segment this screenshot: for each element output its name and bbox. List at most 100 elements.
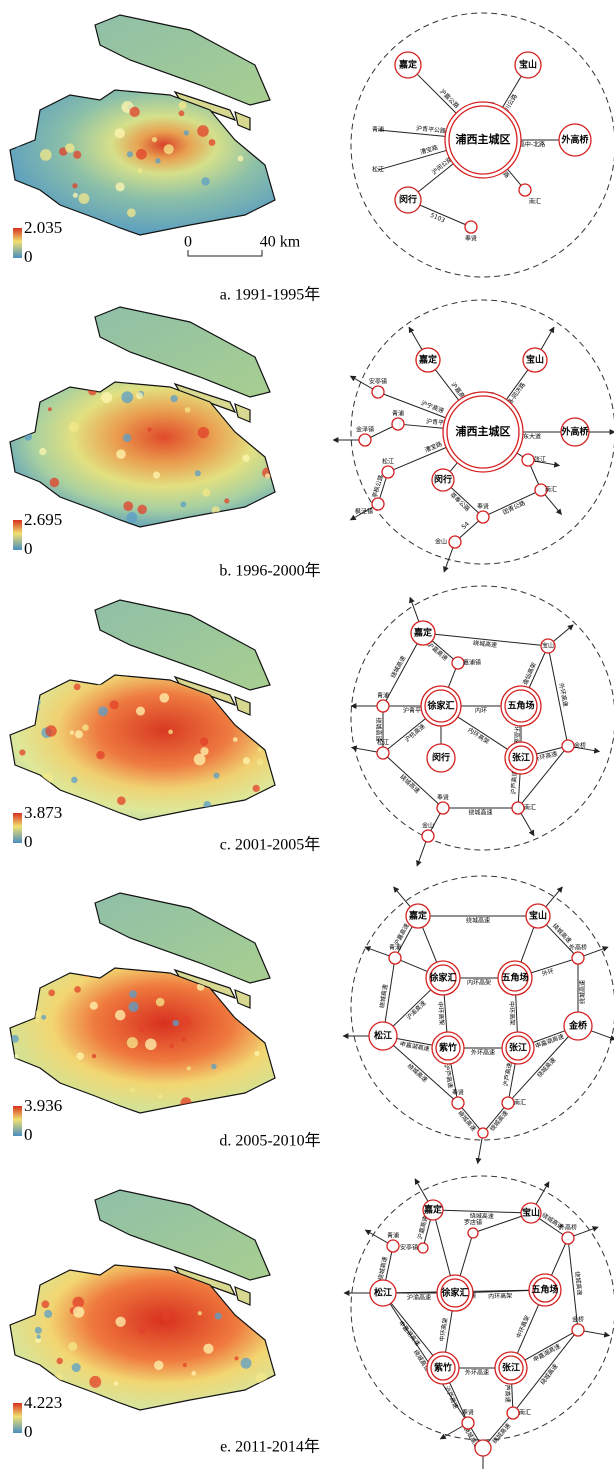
- hotspot: [203, 1344, 213, 1354]
- hotspot: [241, 691, 248, 698]
- node-label: 青浦: [377, 692, 389, 700]
- road-label: 内环高架: [467, 979, 491, 987]
- hotspot: [71, 777, 77, 783]
- road: [517, 453, 523, 457]
- road: [393, 990, 431, 1026]
- hotspot: [191, 1371, 196, 1376]
- node-label: 徐家汇: [426, 700, 454, 712]
- road: [391, 1303, 433, 1355]
- hotspot: [19, 749, 25, 755]
- hotspot: [16, 1291, 22, 1297]
- hotspot: [65, 143, 74, 152]
- road: [394, 448, 447, 470]
- node-label: 宝山: [542, 642, 554, 650]
- hotspot: [258, 747, 262, 751]
- road-label: 申嘉湖高速: [532, 1342, 562, 1364]
- node-label: 松江: [377, 739, 389, 747]
- node-label: 外高桥: [559, 1224, 577, 1232]
- scale-end: 40 km: [260, 234, 301, 251]
- island: [235, 697, 250, 715]
- hotspot: [39, 448, 46, 455]
- node: [452, 1097, 464, 1109]
- node: [377, 700, 389, 712]
- node-label: 紫竹: [434, 1362, 452, 1374]
- hotspot: [194, 754, 206, 766]
- figure: 2.0350a. 1991-1995年040 km沪嘉公路蕴川公路杨高中-北路沪…: [0, 0, 614, 1469]
- hotspot: [211, 1064, 217, 1070]
- hotspot: [35, 1018, 40, 1023]
- scale-bar: [188, 250, 262, 256]
- hotspot: [72, 183, 77, 188]
- panel: 2.6950b. 1996-2000年沪嘉高速逸仙路-同济路浦东大道沪闵路沪青平…: [10, 300, 614, 580]
- legend-max: 2.695: [24, 510, 62, 529]
- hotspot: [161, 1312, 170, 1321]
- panel: 4.2230e. 2011-2014年绕城高速沪嘉高速内环高架中环高架中环高架外…: [10, 1176, 614, 1469]
- hotspot: [154, 1361, 164, 1371]
- hotspot: [238, 804, 245, 811]
- road-label: 沪芦高速: [443, 1385, 460, 1410]
- hotspot: [11, 1035, 19, 1043]
- hotspot: [25, 1004, 33, 1012]
- road-label: 漕宝路: [419, 143, 439, 156]
- node: [389, 952, 401, 964]
- hotspot: [152, 137, 157, 142]
- node-label: 外高桥: [569, 944, 587, 952]
- arrow: [584, 947, 608, 956]
- hotspot: [45, 725, 56, 736]
- caption: e. 2011-2014年: [220, 1438, 320, 1456]
- node-label: 宝山: [519, 59, 537, 71]
- arrow: [365, 947, 389, 956]
- hotspot: [183, 1363, 187, 1367]
- hotspot: [33, 698, 41, 706]
- node-label: 南汇: [545, 486, 557, 494]
- hotspot: [159, 693, 169, 703]
- road: [436, 1220, 451, 1276]
- hotspot: [195, 470, 201, 476]
- legend-max: 3.873: [24, 803, 62, 822]
- road: [417, 74, 456, 113]
- hotspot: [70, 731, 74, 735]
- hotspot: [137, 505, 146, 514]
- hotspot: [54, 1373, 63, 1382]
- road-label: 内环: [475, 707, 487, 715]
- road-label: 外环高速: [471, 1049, 495, 1057]
- node: [382, 466, 394, 478]
- arrow: [545, 495, 562, 515]
- node-label: 枫泾镇: [355, 508, 373, 516]
- node-label: 奉贤: [437, 794, 449, 802]
- hotspot: [110, 700, 119, 709]
- node-label: 张江: [512, 752, 530, 764]
- hotspot: [158, 1094, 162, 1098]
- hotspot: [213, 772, 219, 778]
- node-label: 奉贤: [465, 235, 477, 243]
- node-label: 闵行: [434, 474, 452, 486]
- node: [422, 830, 434, 842]
- node-label: 罗店镇: [464, 1219, 482, 1227]
- hotspot: [123, 501, 133, 511]
- caption: a. 1991-1995年: [220, 286, 320, 304]
- node: [507, 1407, 519, 1419]
- panel: 2.0350a. 1991-1995年040 km沪嘉公路蕴川公路杨高中-北路沪…: [10, 13, 614, 304]
- node-label: 青浦: [387, 1232, 399, 1240]
- hotspot: [115, 1317, 125, 1327]
- hotspot: [44, 1267, 54, 1277]
- hotspot: [180, 1097, 191, 1108]
- hotspot: [241, 421, 245, 425]
- hotspot: [156, 998, 165, 1007]
- hotspot: [187, 1066, 191, 1070]
- node-label: 浦西主城区: [456, 132, 511, 146]
- hotspot: [185, 407, 191, 413]
- caption: d. 2005-2010年: [219, 1132, 320, 1150]
- node: [519, 184, 531, 196]
- hotspot: [171, 395, 178, 402]
- node-label: 南汇: [524, 804, 536, 812]
- hotspot: [200, 747, 208, 755]
- hotspot: [179, 110, 185, 116]
- road-label: 外环高速: [557, 682, 570, 707]
- node: [437, 802, 449, 814]
- node-label: 金桥: [568, 1020, 588, 1032]
- node-label: 南汇: [514, 1099, 526, 1107]
- road-label: 内环高架: [488, 1292, 512, 1301]
- node-label: 青浦: [372, 126, 384, 134]
- node-label: 宝山: [522, 1207, 540, 1219]
